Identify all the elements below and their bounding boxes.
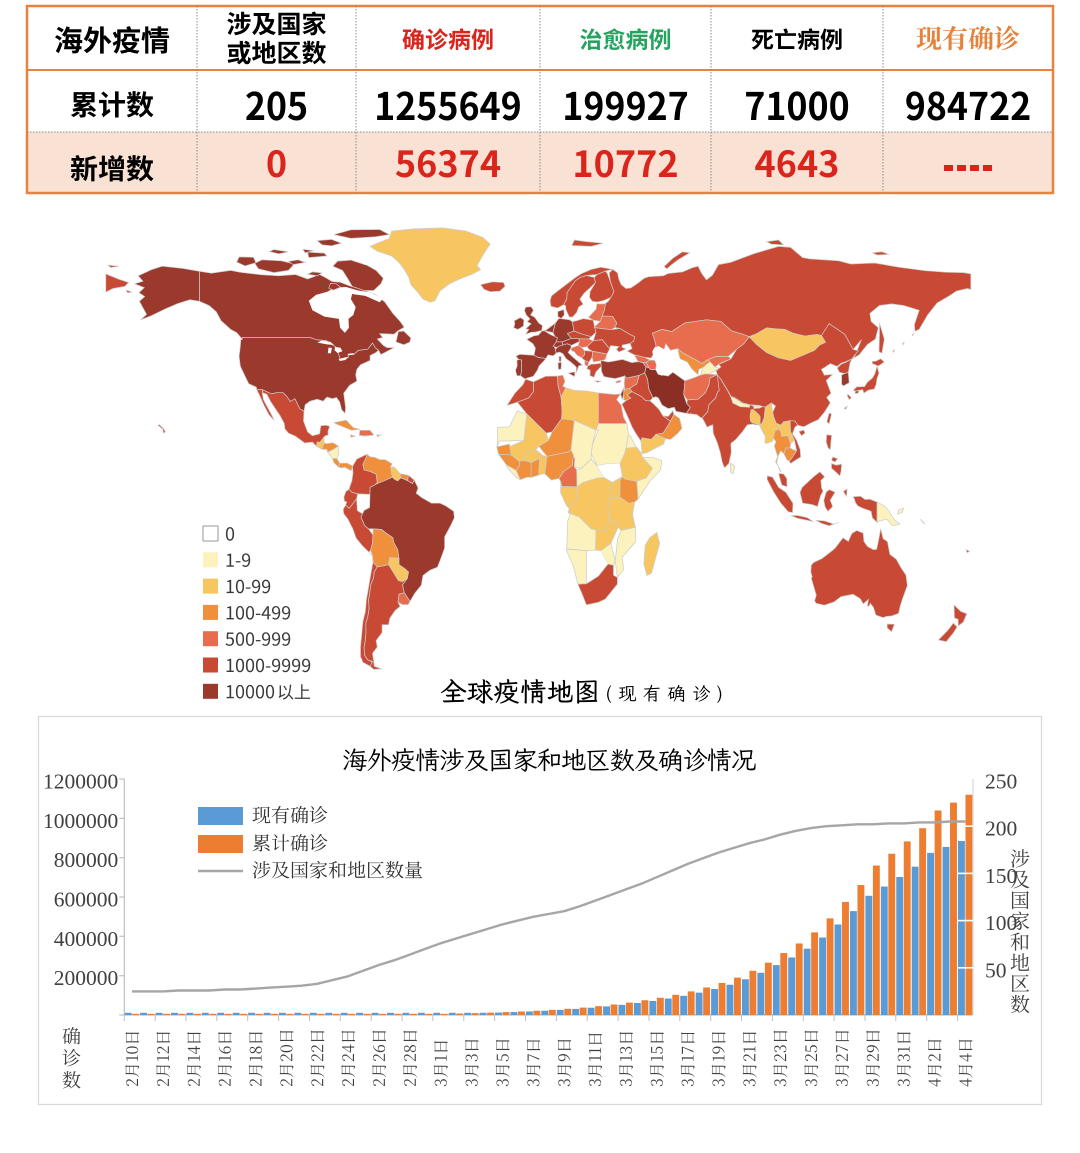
svg-text:800000: 800000 [54,848,119,872]
svg-text:200000: 200000 [54,966,119,990]
svg-text:1200000: 1200000 [43,770,118,794]
svg-text:600000: 600000 [54,888,119,912]
svg-text:250: 250 [985,770,1017,794]
svg-text:1000000: 1000000 [43,809,118,833]
svg-text:50: 50 [985,958,1007,982]
svg-text:100: 100 [985,911,1017,935]
svg-text:200: 200 [985,817,1017,841]
svg-text:400000: 400000 [54,927,119,951]
svg-text:150: 150 [985,864,1017,888]
